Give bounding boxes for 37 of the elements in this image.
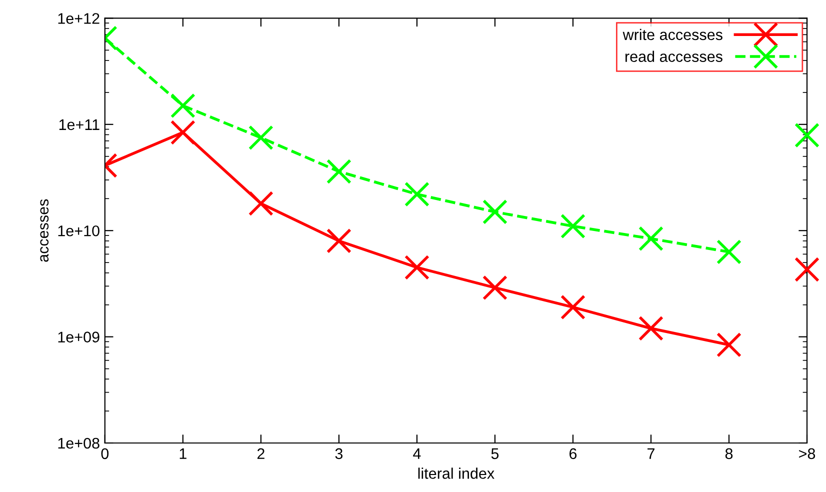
x-tick-label: 8 (725, 448, 733, 460)
point (794, 122, 820, 148)
point (248, 190, 274, 216)
x-tick-label: 1 (180, 448, 186, 459)
x-tick-label: 4 (413, 448, 421, 459)
point (716, 239, 742, 264)
point (404, 254, 430, 280)
point (170, 120, 196, 145)
point (638, 316, 664, 341)
x-tick-label: 5 (491, 448, 499, 460)
y-tick-label: 1e+08 (58, 438, 100, 449)
legend-label: read accesses (625, 50, 722, 62)
point (170, 93, 196, 118)
x-tick-label: 3 (335, 448, 343, 460)
x-tick-label: 2 (257, 448, 264, 459)
point (326, 228, 352, 254)
y-tick-label: 1e+09 (58, 332, 100, 342)
point (638, 226, 664, 252)
x-tick-label: >8 (799, 448, 816, 460)
point (716, 332, 742, 358)
legend-label: write accesses (622, 28, 722, 40)
point (560, 294, 586, 320)
x-axis-title: literal index (418, 468, 494, 479)
point (560, 214, 586, 239)
point (248, 125, 274, 150)
y-tick-label: 1e+11 (59, 119, 100, 130)
point (482, 275, 508, 300)
point (326, 159, 352, 184)
y-tick-label: 1e+12 (58, 13, 100, 24)
point (404, 182, 430, 207)
y-axis-title: accesses (40, 199, 49, 262)
x-tick-label: 0 (101, 448, 109, 460)
x-tick-label: 7 (648, 448, 654, 459)
x-tick-label: 6 (569, 448, 577, 460)
y-tick-label: 1e+10 (58, 225, 100, 236)
point (794, 257, 820, 282)
point (482, 199, 508, 224)
